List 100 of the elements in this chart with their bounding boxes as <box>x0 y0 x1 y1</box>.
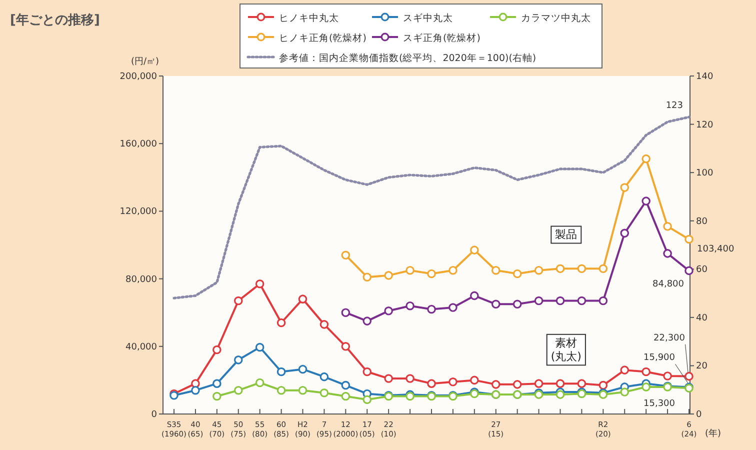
point <box>512 269 522 278</box>
point <box>362 316 372 326</box>
point <box>427 304 436 314</box>
point <box>298 386 308 395</box>
point <box>384 374 393 383</box>
point <box>577 296 586 306</box>
y2-tick-label: 140 <box>696 72 714 82</box>
point <box>556 379 565 388</box>
annotation: 素材 (丸太) <box>550 336 582 364</box>
point <box>362 395 372 404</box>
point <box>534 296 544 306</box>
point <box>491 300 500 309</box>
legend-label: ヒノキ中丸太 <box>279 12 339 24</box>
point <box>255 342 264 352</box>
point <box>212 392 222 401</box>
point <box>448 377 458 386</box>
annotation: 製品 <box>555 228 578 242</box>
point <box>406 266 414 275</box>
point <box>191 386 200 395</box>
point <box>234 386 243 395</box>
point <box>427 269 436 278</box>
point <box>320 320 329 329</box>
point <box>663 222 672 231</box>
y-tick-label: 80,000 <box>126 274 158 285</box>
point <box>255 279 264 288</box>
point <box>620 366 630 374</box>
point <box>406 301 414 310</box>
point <box>642 367 650 376</box>
point <box>212 345 222 354</box>
data-label: 84,800 <box>652 280 684 290</box>
point <box>470 291 479 300</box>
point <box>320 388 329 398</box>
data-label: 123 <box>666 101 683 112</box>
point <box>491 266 500 275</box>
point <box>684 372 694 381</box>
point <box>663 249 672 258</box>
point <box>491 380 500 389</box>
y-tick-label: 120,000 <box>120 207 158 218</box>
legend-label: スギ中丸太 <box>403 12 453 24</box>
data-label: 103,400 <box>697 244 734 254</box>
point <box>598 380 608 390</box>
point <box>556 296 565 306</box>
point <box>663 372 672 380</box>
point <box>642 196 650 206</box>
data-label: 15,300 <box>644 399 676 410</box>
point <box>620 228 630 238</box>
point <box>341 308 350 317</box>
point <box>534 266 544 275</box>
point <box>556 264 565 274</box>
point <box>598 264 608 274</box>
point <box>620 388 630 396</box>
text: [年ごとの推移] <box>10 13 100 28</box>
point <box>448 266 458 275</box>
point <box>448 303 458 312</box>
point <box>320 372 329 382</box>
point <box>384 271 393 280</box>
point <box>642 154 650 164</box>
y-axis-title: (円/㎥) <box>130 57 160 67</box>
point <box>384 306 393 316</box>
point <box>298 294 308 304</box>
point <box>255 378 264 388</box>
legend-label: カラマツ中丸太 <box>521 12 591 24</box>
x-axis-title: (年) <box>705 428 722 439</box>
point <box>577 379 586 388</box>
y-tick-label: 200,000 <box>120 72 158 82</box>
point <box>642 382 650 392</box>
point <box>362 272 372 282</box>
point <box>362 367 372 376</box>
point <box>512 380 522 389</box>
y2-tick-label: 120 <box>696 120 714 130</box>
point <box>534 379 544 388</box>
y2-tick-label: 20 <box>696 362 708 372</box>
point <box>512 300 522 309</box>
point <box>234 356 243 364</box>
legend-label: ヒノキ正角(乾燥材) <box>279 32 366 44</box>
point <box>298 364 308 374</box>
point <box>684 266 694 276</box>
legend-label: 参考値：国内企業物価指数(総平均、2020年＝100)(右軸) <box>279 52 536 64</box>
y2-tick-label: 0 <box>696 410 702 420</box>
point <box>427 379 436 388</box>
point <box>276 386 286 395</box>
y2-tick-label: 80 <box>696 216 708 227</box>
point <box>341 380 350 390</box>
data-label: 15,900 <box>644 353 676 364</box>
point <box>341 250 350 260</box>
y-tick-label: 160,000 <box>120 140 158 150</box>
point <box>341 342 350 351</box>
point <box>276 367 286 376</box>
point <box>470 246 479 254</box>
y2-tick-label: 60 <box>696 265 708 276</box>
point <box>598 296 608 306</box>
y-tick-label: 0 <box>151 410 158 420</box>
y2-tick-label: 100 <box>696 168 714 179</box>
point <box>577 264 586 274</box>
point <box>470 376 479 385</box>
point <box>212 379 222 388</box>
y-tick-label: 40,000 <box>126 342 158 352</box>
point <box>276 318 286 328</box>
point <box>684 234 694 244</box>
point <box>406 374 414 383</box>
